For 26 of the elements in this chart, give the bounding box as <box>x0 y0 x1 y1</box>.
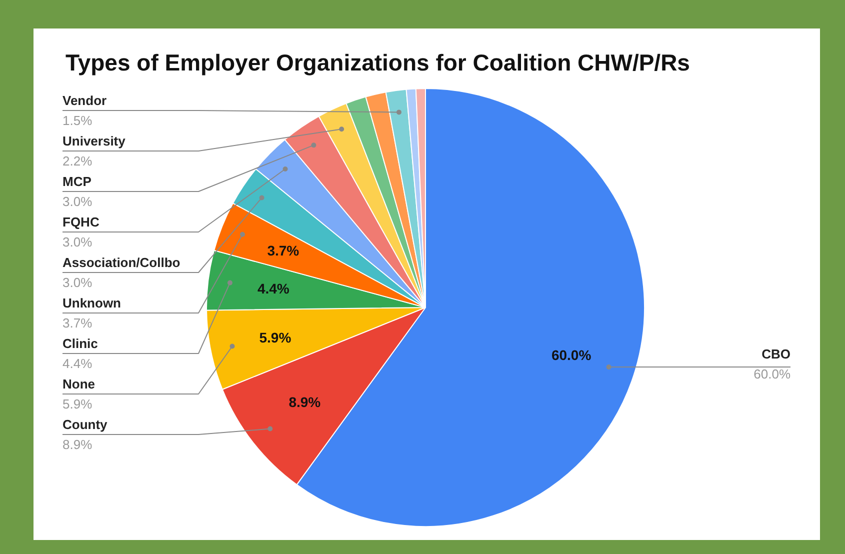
text: 8.9% <box>62 437 92 452</box>
slice-label: Clinic <box>62 336 98 351</box>
slice-label: County <box>62 417 108 432</box>
data-label: 2.2% <box>62 154 93 168</box>
slice-label: Association/Collbo <box>62 255 180 270</box>
data-label: 1.5% <box>62 113 93 128</box>
slice-label: FQHC <box>62 214 100 230</box>
text: 4.4% <box>62 356 92 371</box>
data-label: 3.0% <box>62 194 93 209</box>
data-label: 8.9% <box>288 394 322 410</box>
data-label: 3.7% <box>267 242 300 259</box>
slice-label: Vendor <box>62 93 107 108</box>
slice-label: None <box>62 376 95 392</box>
text: 3.7% <box>62 316 92 330</box>
text: 5.9% <box>62 396 92 412</box>
data-label: 4.4% <box>257 280 290 296</box>
slice-label: CBO <box>762 346 790 362</box>
slice-label: University <box>62 134 126 148</box>
data-label: 3.0% <box>62 234 93 250</box>
slice-label: MCP <box>62 174 92 189</box>
data-label: 60.0% <box>551 346 592 363</box>
data-label: 3.0% <box>62 275 93 290</box>
data-label: 5.9% <box>259 330 292 346</box>
chart-title: Types of Employer Organizations for Coalition CHW/P/Rs <box>66 50 690 76</box>
slice-label: Unknown <box>62 296 122 310</box>
text: 60.0% <box>754 366 791 382</box>
